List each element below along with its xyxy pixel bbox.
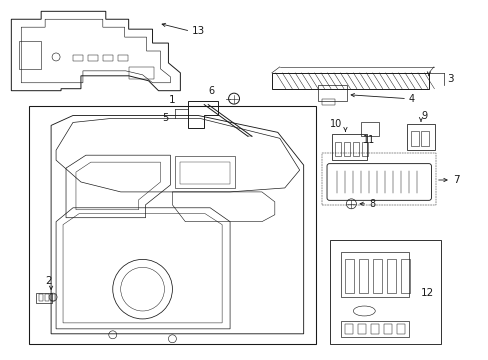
Bar	[88, 55, 98, 61]
Bar	[370, 324, 379, 334]
Bar	[128, 67, 153, 79]
Text: 2: 2	[45, 276, 52, 286]
Text: 13: 13	[192, 26, 205, 36]
Text: 10: 10	[329, 120, 341, 130]
Text: 9: 9	[420, 111, 426, 121]
Bar	[361, 122, 379, 136]
Bar	[321, 153, 435, 205]
Bar	[341, 252, 408, 297]
Bar	[73, 55, 83, 61]
Bar	[36, 293, 52, 303]
Bar	[335, 142, 341, 156]
Bar	[39, 294, 43, 301]
Bar	[406, 125, 434, 150]
Bar	[353, 142, 359, 156]
Text: 4: 4	[408, 94, 414, 104]
Bar	[344, 142, 350, 156]
Bar	[358, 324, 366, 334]
Bar	[175, 156, 235, 188]
Bar	[341, 321, 408, 337]
Bar	[329, 239, 440, 344]
Bar	[384, 324, 391, 334]
Text: 8: 8	[368, 199, 375, 209]
Text: 11: 11	[363, 135, 375, 145]
Bar	[271, 73, 428, 89]
Bar	[29, 105, 315, 344]
Bar	[51, 294, 55, 301]
Bar	[362, 142, 367, 156]
Bar	[102, 55, 113, 61]
Bar	[321, 99, 335, 105]
Bar	[400, 260, 409, 293]
Bar	[118, 55, 127, 61]
Text: 3: 3	[446, 74, 452, 84]
Bar	[317, 85, 346, 100]
Bar	[345, 324, 353, 334]
Bar	[345, 260, 354, 293]
Bar	[420, 131, 428, 146]
Text: 1: 1	[168, 95, 175, 105]
Bar	[45, 294, 49, 301]
Bar	[359, 260, 367, 293]
Bar	[396, 324, 404, 334]
Text: 6: 6	[208, 86, 214, 96]
Bar	[19, 41, 41, 69]
Text: 5: 5	[162, 113, 168, 123]
Text: 12: 12	[420, 288, 433, 298]
Bar	[180, 162, 230, 184]
Bar	[372, 260, 382, 293]
Bar	[331, 134, 366, 160]
Bar	[410, 131, 418, 146]
Bar	[386, 260, 395, 293]
Text: 7: 7	[452, 175, 459, 185]
